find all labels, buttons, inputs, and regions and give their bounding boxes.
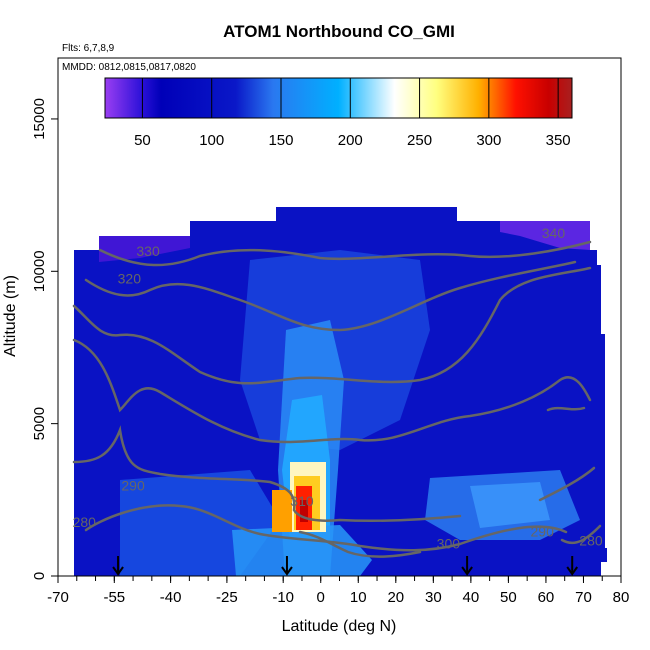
colorbar-tick-label: 100 (199, 132, 224, 149)
contour-label: 290 (121, 478, 145, 494)
contour-line (560, 524, 602, 545)
colorbar-tick-label: 250 (407, 132, 432, 149)
contour-label: 290 (531, 523, 555, 539)
flights-annotation: Flts: 6,7,8,9 (62, 43, 115, 54)
contour-line (298, 530, 422, 558)
contour-label: 320 (118, 270, 142, 286)
x-axis-label: Latitude (deg N) (282, 618, 397, 635)
colorbar-tick-label: 300 (476, 132, 501, 149)
contour-line (72, 425, 462, 523)
y-tick-label: 15000 (31, 98, 48, 140)
heatmap-upper-purple-north (500, 221, 590, 250)
contour-line (538, 466, 596, 502)
colorbar-tick-label: 350 (546, 132, 571, 149)
chart-title: ATOM1 Northbound CO_GMI (223, 22, 455, 41)
contour-labels: 330 320 340 290 280 310 300 290 280 (73, 225, 603, 552)
colorbar-ticks: 50 100 150 200 250 300 350 (134, 78, 571, 149)
contour-line (72, 338, 592, 444)
flight-arrow (461, 556, 473, 576)
x-tick-label: -70 (47, 589, 69, 606)
x-tick-label: 50 (500, 589, 517, 606)
y-tick-label: 0 (31, 572, 48, 580)
contour-line (84, 260, 577, 332)
contour-line (84, 504, 568, 552)
contour-label: 340 (542, 225, 566, 241)
x-tick-label: 70 (575, 589, 592, 606)
x-tick-label: -10 (272, 589, 294, 606)
heatmap-field (74, 207, 607, 576)
contour-line (546, 406, 586, 412)
x-tick-label: 0 (317, 589, 325, 606)
heatmap-hotspot-orange (272, 490, 292, 532)
x-tick-label: -25 (216, 589, 238, 606)
contour-label: 310 (290, 493, 314, 509)
contour-label: 330 (136, 243, 160, 259)
flight-arrow (281, 556, 293, 576)
contour-line (98, 240, 592, 267)
heatmap-boundary-layer (232, 525, 372, 576)
contour-lines (72, 240, 602, 558)
contour-label: 280 (579, 533, 603, 549)
x-tick-label: 20 (387, 589, 404, 606)
contour-label: 280 (73, 514, 97, 530)
x-axis: -70 -55 -40 -25 -10 0 10 20 30 40 50 60 70 80 (47, 575, 630, 606)
x-tick-label: 80 (613, 589, 630, 606)
colorbar (104, 77, 573, 119)
flight-arrows (112, 556, 579, 576)
y-axis: 0 5000 10000 15000 (31, 98, 59, 580)
colorbar-tick-label: 50 (134, 132, 151, 149)
x-tick-label: 10 (350, 589, 367, 606)
x-tick-label: 40 (463, 589, 480, 606)
heatmap-north-patch-bright (470, 482, 550, 528)
x-tick-label: 30 (425, 589, 442, 606)
flight-arrow (566, 556, 579, 576)
colorbar-tick-label: 200 (338, 132, 363, 149)
y-tick-label: 5000 (31, 407, 48, 440)
y-axis-label: Altitude (m) (2, 275, 19, 357)
flight-arrow (112, 556, 124, 576)
colorbar-tick-label: 150 (268, 132, 293, 149)
dates-annotation: MMDD: 0812,0815,0817,0820 (62, 62, 196, 73)
x-tick-label: -55 (103, 589, 125, 606)
x-tick-label: 60 (538, 589, 555, 606)
contour-label: 300 (437, 536, 461, 552)
y-tick-label: 10000 (31, 250, 48, 292)
heatmap-upper-purple-south (99, 236, 190, 262)
x-tick-label: -40 (160, 589, 182, 606)
heatmap-hotspot-core (300, 500, 308, 522)
contour-line (72, 266, 592, 385)
